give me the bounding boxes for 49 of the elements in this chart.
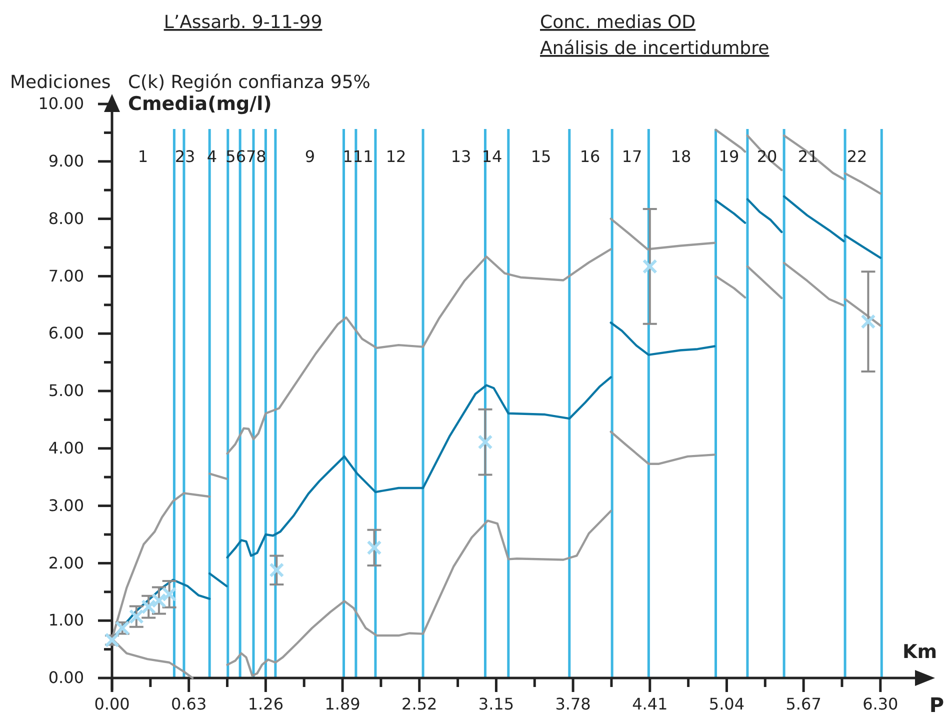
y-tick-label: 8.00 [48,208,84,228]
x-tick-label: 3.15 [478,694,514,714]
y-tick-label: 6.00 [48,324,84,343]
x-tick-label: 6.30 [862,694,898,714]
x-axis-title: Km [902,641,937,663]
x-tick-label: 5.67 [786,694,822,714]
chart-subtitle: Conc. medias OD Análisis de incertidumbre [540,12,770,59]
y-tick-label: 1.00 [48,610,84,630]
y-tick-label: 3.00 [48,496,84,515]
point [642,258,658,274]
point [128,609,144,624]
annotation: 19 [718,147,740,166]
annotation: 9 [304,147,316,166]
annotation: 1 [138,147,148,166]
text: Mediciones C(k) Región confianza 95% [10,72,370,93]
x-tick-label: 3.78 [555,694,591,714]
point [151,593,166,608]
annotation: 17 [622,147,642,166]
x-tick-label: 1.26 [248,694,284,714]
x-tick-label: 2.52 [402,694,438,714]
point [269,562,284,578]
x-tick-label: 0.00 [94,694,130,714]
y-tick-label: 10.00 [38,94,84,114]
point [141,599,156,614]
y-tick-label: 4.00 [48,438,84,458]
annotation: 22 [846,147,868,166]
y-tick-label: 5.00 [48,381,84,400]
annotation: 12 [386,147,406,166]
annotation: 15 [530,147,552,166]
y-tick-label: 0.00 [48,668,84,688]
y-axis-title: Cmedia(mg/l) [128,93,272,115]
y-tick-label: 2.00 [48,553,84,572]
point [478,434,493,450]
y-tick-label: 9.00 [48,152,84,171]
annotation: 18 [670,147,692,166]
x-tick-label: 5.04 [708,694,745,714]
annotation: 13 [450,147,472,166]
x-tick-label: 0.63 [171,694,207,714]
annotation: 16 [580,147,600,166]
annotation: 20 [756,147,778,166]
chart-title: L’Assarb. 9-11-99 [164,12,322,33]
point [366,540,382,556]
text: P [929,693,944,717]
point [860,314,876,330]
x-tick-label: 1.89 [324,694,360,714]
annotation: 21 [798,147,818,166]
point [162,586,177,602]
y-tick-label: 7.00 [48,266,84,286]
x-tick-label: 4.41 [632,694,668,714]
